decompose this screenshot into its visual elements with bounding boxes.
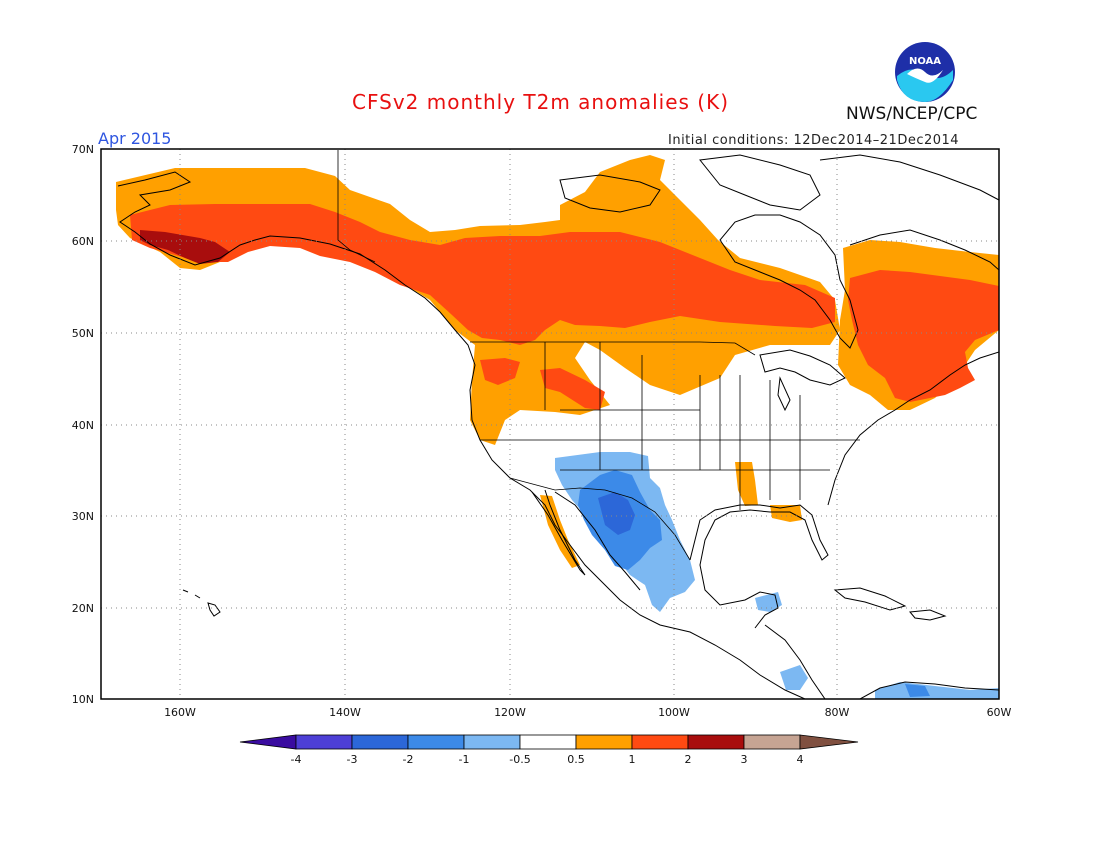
lon-tick: 100W	[658, 706, 690, 719]
anomaly-lightblue-centam	[780, 665, 808, 690]
lat-tick: 40N	[72, 419, 94, 432]
anomaly-orange-gulf	[735, 462, 758, 506]
coastline-southam	[859, 681, 999, 699]
lon-tick: 60W	[987, 706, 1012, 719]
coastline-great-lakes	[759, 349, 846, 386]
colorbar-arrow-right	[799, 734, 859, 750]
colorbar-label: 2	[685, 753, 692, 766]
colorbar-label: -4	[291, 753, 302, 766]
coastline-cuba	[833, 587, 907, 611]
lon-tick: 120W	[494, 706, 526, 719]
lat-tick: 10N	[72, 693, 94, 706]
colorbar-swatch	[351, 734, 409, 750]
colorbar-swatch	[575, 734, 633, 750]
colorbar-label: 0.5	[567, 753, 585, 766]
lat-tick: 50N	[72, 327, 94, 340]
colorbar-label: 4	[797, 753, 804, 766]
colorbar	[239, 734, 859, 750]
colorbar-swatch	[519, 734, 577, 750]
coastline-hudson	[719, 214, 859, 349]
colorbar-swatch	[463, 734, 521, 750]
anomaly-red-west-2	[540, 368, 605, 410]
coastline-arctic-2	[699, 154, 821, 211]
map-frame	[100, 148, 1000, 700]
coastline-mexico-gulf	[554, 491, 641, 591]
coastline-arctic-1	[559, 174, 661, 213]
colorbar-arrow-left	[239, 734, 297, 750]
borders	[337, 150, 860, 561]
coastline-arctic-3	[819, 154, 999, 201]
coastline-baja	[531, 489, 586, 576]
anomaly-fields	[116, 155, 999, 699]
coastline-centam	[764, 624, 826, 699]
lon-tick: 140W	[329, 706, 361, 719]
colorbar-label: -0.5	[509, 753, 530, 766]
lat-tick: 30N	[72, 510, 94, 523]
lon-tick: 160W	[164, 706, 196, 719]
colorbar-swatch	[743, 734, 801, 750]
colorbar-swatch	[631, 734, 689, 750]
forecast-month: Apr 2015	[98, 129, 172, 148]
initial-conditions: Initial conditions: 12Dec2014–21Dec2014	[668, 133, 960, 148]
colorbar-label: -2	[403, 753, 414, 766]
coastline-labrador	[849, 229, 999, 271]
colorbar-swatch	[407, 734, 465, 750]
coastlines	[117, 154, 999, 699]
agency-label: NWS/NCEP/CPC	[846, 104, 978, 124]
grid-lines	[101, 149, 999, 699]
anomaly-blue-southam-2	[905, 684, 930, 697]
lat-tick: 60N	[72, 235, 94, 248]
colorbar-labels: -4 -3 -2 -1 -0.5 0.5 1 2 3 4	[291, 753, 804, 766]
lat-tick: 20N	[72, 602, 94, 615]
page-title: CFSv2 monthly T2m anomalies (K)	[352, 90, 729, 114]
lon-tick: 80W	[825, 706, 850, 719]
colorbar-swatch	[687, 734, 745, 750]
coastline-hawaii	[182, 589, 221, 617]
colorbar-label: 3	[741, 753, 748, 766]
coastline-hispaniola	[909, 609, 947, 621]
coastline-lake-michigan	[777, 376, 791, 412]
colorbar-label: -3	[347, 753, 358, 766]
border-us-canada	[470, 341, 756, 356]
colorbar-label: 1	[629, 753, 636, 766]
colorbar-swatch	[295, 734, 353, 750]
colorbar-label: -1	[459, 753, 470, 766]
lon-axis: 160W 140W 120W 100W 80W 60W	[164, 706, 1011, 719]
anomaly-red-east	[848, 270, 999, 402]
coastline-pacific	[117, 171, 806, 699]
lat-axis: 70N 60N 50N 40N 30N 20N 10N	[72, 143, 94, 706]
anomaly-lightblue-yucatan	[755, 592, 782, 612]
border-alaska	[337, 150, 376, 263]
anomaly-darkred-alaska	[140, 230, 230, 264]
anomaly-orange-florida	[770, 505, 802, 522]
lat-tick: 70N	[72, 143, 94, 156]
anomaly-blue-core-2	[598, 492, 635, 535]
coastline-gulf	[689, 504, 829, 629]
border-states-2	[480, 409, 860, 471]
noaa-logo-text: NOAA	[909, 56, 941, 67]
coastline-atlantic	[827, 351, 999, 506]
noaa-logo: NOAA	[895, 42, 955, 102]
border-us-mexico	[509, 477, 691, 561]
